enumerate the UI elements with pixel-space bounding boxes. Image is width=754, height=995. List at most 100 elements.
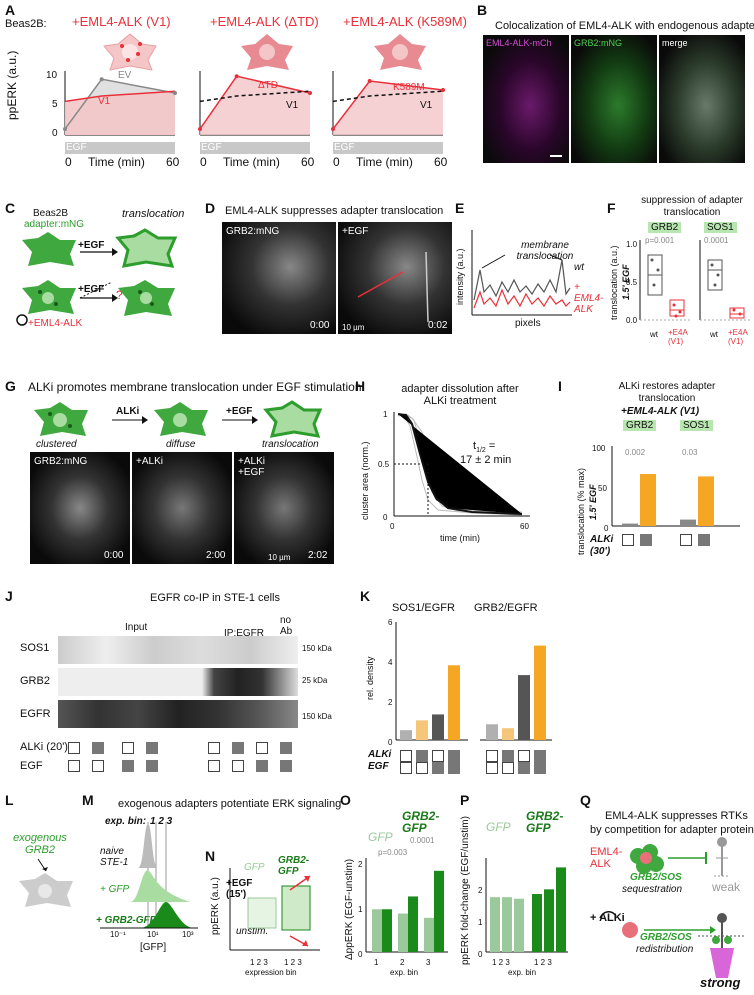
scale-bar-b	[550, 155, 562, 157]
a3-point	[367, 79, 372, 83]
panel-label-j: J	[5, 588, 13, 604]
micrograph-g-1	[30, 452, 130, 564]
j-kda-150-1: 150 kDa	[302, 644, 332, 653]
chartI-bar	[698, 476, 714, 526]
g-img-alki-egf: +ALKi +EGF	[238, 456, 265, 478]
panel-label-d: D	[205, 200, 216, 216]
series-label-ev: EV	[118, 70, 132, 81]
j-alki-box	[146, 742, 158, 754]
k-alki-box	[432, 750, 444, 762]
i-ytick-100: 100	[592, 444, 606, 453]
k-alki-box	[400, 750, 412, 762]
panel-label-b: B	[477, 2, 488, 18]
a-ytick-10: 10	[46, 70, 58, 81]
e-linescan-chart	[471, 230, 572, 316]
q-strong: strong	[700, 975, 741, 990]
k-egf-box	[534, 762, 546, 774]
panel-label-k: K	[360, 588, 371, 604]
j-egf-box	[92, 760, 104, 772]
egf-bar-1	[65, 142, 175, 154]
chartI-bar	[622, 523, 638, 526]
panel-label-g: G	[5, 378, 16, 394]
f-ytick-05: 0.5	[626, 278, 638, 287]
c-egf-1: +EGF	[78, 240, 105, 251]
i-ytick-50: 50	[598, 484, 607, 493]
e-annotation: membrane translocation	[516, 240, 574, 262]
chartO-bar	[408, 896, 418, 952]
b-channel-merge: merge	[662, 38, 688, 48]
k-title-grb2: GRB2/EGFR	[474, 602, 538, 614]
g-state-translocation: translocation	[262, 439, 319, 450]
j-title: EGFR co-IP in STE-1 cells	[150, 592, 280, 604]
blot-grb2	[58, 668, 298, 696]
chartK-bar	[448, 665, 460, 740]
q-model-diagram	[599, 837, 746, 978]
g-time-1: 0:00	[104, 550, 124, 561]
micrograph-merge	[659, 35, 745, 163]
series-label-v1-a2: V1	[286, 100, 299, 111]
title-v1: +EML4-ALK (V1)	[72, 14, 171, 29]
chartK-bar-2	[534, 645, 546, 740]
k-ylabel: rel. density	[365, 656, 375, 700]
f-xlabel-e4a-2: +E4A (V1)	[728, 328, 748, 346]
chartK-bar-2	[518, 675, 530, 740]
chartK-bar	[416, 720, 428, 740]
p-bar-chart	[485, 858, 568, 953]
j-row-grb2: GRB2	[20, 675, 50, 687]
j-egf-box	[256, 760, 268, 772]
a1-point	[99, 77, 104, 82]
l-text: exogenous GRB2	[13, 832, 67, 856]
a1-line-v1	[64, 90, 176, 103]
k-ytick-0: 0	[388, 738, 393, 747]
o-xlabel: exp. bin	[390, 968, 419, 977]
i-ctrl-3	[680, 534, 692, 546]
k-egf-box	[400, 762, 412, 774]
i-bar-chart	[611, 446, 740, 527]
f-ytick-0: 0.0	[626, 316, 638, 325]
j-kda-25: 25 kDa	[302, 676, 328, 685]
n-xtick-grb2: 1 2 3	[284, 958, 302, 967]
p-xtick-gfp: 1 2 3	[492, 958, 510, 967]
k-ytick-2: 2	[388, 698, 393, 707]
a-ytick-5: 5	[52, 99, 58, 110]
m-row-gfp: + GFP	[100, 884, 130, 895]
j-egf-box	[232, 760, 244, 772]
p-xlabel: exp. bin	[508, 968, 537, 977]
chartP-bar	[502, 897, 512, 952]
o-ylabel: ΔppERK (EGF-unstim)	[344, 858, 355, 960]
a3-xtick-60: 60	[434, 155, 448, 169]
j-alki-box	[232, 742, 244, 754]
a1-point	[173, 91, 177, 95]
k-egf-box	[518, 762, 530, 774]
g-arrow-alki: ALKi	[116, 406, 140, 417]
panel-label-p: P	[460, 792, 470, 808]
f-xlabel-e4a-1: +E4A (V1)	[668, 328, 688, 346]
n-ylabel: ppERK (a.u.)	[210, 877, 221, 935]
i-badge-grb2: GRB2	[623, 420, 657, 431]
j-egf-box	[68, 760, 80, 772]
a3-point	[331, 127, 335, 131]
n-grb2gfp: GRB2-GFP	[278, 855, 310, 877]
h-xtick-60: 60	[520, 522, 529, 531]
a2-xtick-60: 60	[301, 155, 315, 169]
panel-label-i: I	[558, 378, 562, 394]
k-egf-box	[416, 762, 428, 774]
k-alki-box	[486, 750, 498, 762]
b-channel-mch: EML4-ALK-mCh	[486, 38, 552, 48]
d-grb2: GRB2:mNG	[226, 226, 280, 237]
a3-point	[441, 88, 445, 92]
a3-xlabel: Time (min)	[356, 155, 413, 169]
egf-bar-3-label: EGF	[334, 142, 355, 153]
a1-point	[63, 127, 67, 131]
f-box-chart	[639, 240, 750, 321]
d-egf: +EGF	[342, 226, 369, 237]
j-egf-box	[208, 760, 220, 772]
panel-label-c: C	[5, 200, 16, 216]
k-ytick-4: 4	[388, 658, 393, 667]
n-gfp: GFP	[244, 862, 265, 873]
h-ytick-05: 0.5	[378, 460, 390, 469]
series-label-k589m: K589M	[393, 82, 425, 93]
m-xtick-3: 10³	[182, 930, 194, 939]
k-bar-chart	[395, 622, 552, 741]
chartO-bar	[398, 913, 408, 952]
